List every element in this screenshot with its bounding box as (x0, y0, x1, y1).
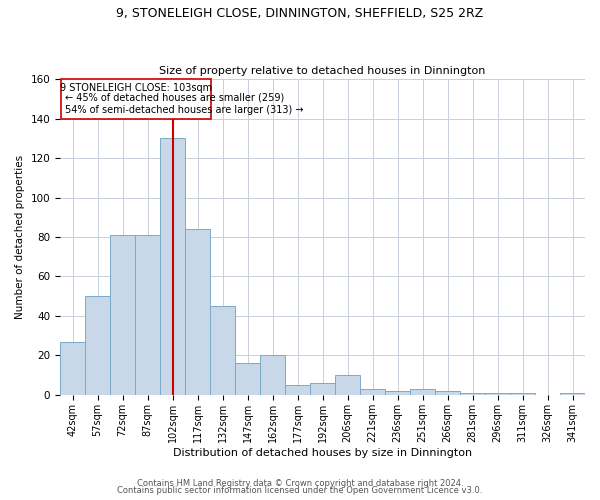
Bar (310, 383, 335, 395)
X-axis label: Distribution of detached houses by size in Dinnington: Distribution of detached houses by size … (173, 448, 472, 458)
Bar (335, 375, 360, 395)
Text: Contains public sector information licensed under the Open Government Licence v3: Contains public sector information licen… (118, 486, 482, 495)
Bar (85, 296, 110, 395)
Bar (285, 385, 310, 395)
Text: Contains HM Land Registry data © Crown copyright and database right 2024.: Contains HM Land Registry data © Crown c… (137, 478, 463, 488)
Bar (110, 235, 135, 395)
FancyBboxPatch shape (61, 79, 211, 118)
Text: 9 STONELEIGH CLOSE: 103sqm: 9 STONELEIGH CLOSE: 103sqm (60, 83, 212, 93)
Bar (210, 306, 235, 395)
Title: Size of property relative to detached houses in Dinnington: Size of property relative to detached ho… (160, 66, 486, 76)
Bar (560, 393, 585, 395)
Bar (260, 356, 285, 395)
Bar (460, 393, 485, 395)
Bar (160, 138, 185, 395)
Bar (435, 391, 460, 395)
Bar (510, 393, 535, 395)
Y-axis label: Number of detached properties: Number of detached properties (15, 155, 25, 319)
Text: 9, STONELEIGH CLOSE, DINNINGTON, SHEFFIELD, S25 2RZ: 9, STONELEIGH CLOSE, DINNINGTON, SHEFFIE… (116, 8, 484, 20)
Bar (385, 391, 410, 395)
Bar (60, 342, 85, 395)
Text: 54% of semi-detached houses are larger (313) →: 54% of semi-detached houses are larger (… (65, 104, 304, 115)
Bar (185, 229, 210, 395)
Bar (360, 389, 385, 395)
Bar (410, 389, 435, 395)
Bar (135, 235, 160, 395)
Text: ← 45% of detached houses are smaller (259): ← 45% of detached houses are smaller (25… (65, 93, 284, 103)
Bar (235, 364, 260, 395)
Bar (485, 393, 510, 395)
